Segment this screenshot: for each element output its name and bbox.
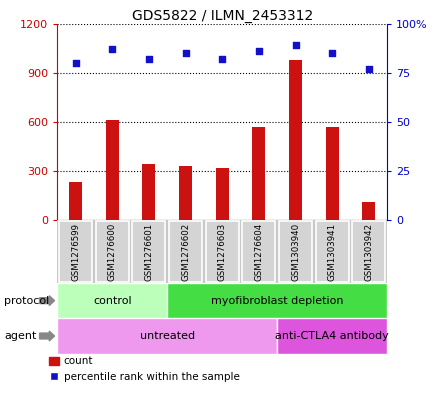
Text: GSM1276603: GSM1276603	[218, 222, 227, 281]
Bar	[289, 60, 302, 220]
Bar	[132, 221, 165, 282]
Bar	[69, 182, 82, 220]
Text: control: control	[93, 296, 132, 306]
Bar	[106, 120, 119, 220]
Bar	[169, 221, 202, 282]
Text: GSM1276600: GSM1276600	[108, 222, 117, 281]
Bar	[167, 283, 387, 318]
Bar	[352, 221, 385, 282]
Bar	[59, 221, 92, 282]
Text: untreated: untreated	[139, 331, 195, 341]
Text: protocol: protocol	[4, 296, 50, 306]
Bar	[143, 164, 155, 220]
Text: GSM1276602: GSM1276602	[181, 222, 190, 281]
Text: GSM1276601: GSM1276601	[144, 222, 154, 281]
Legend: count, percentile rank within the sample: count, percentile rank within the sample	[45, 352, 244, 386]
Bar	[242, 221, 275, 282]
Text: GSM1276599: GSM1276599	[71, 222, 80, 281]
Point	[109, 46, 116, 52]
Title: GDS5822 / ILMN_2453312: GDS5822 / ILMN_2453312	[132, 9, 313, 22]
Point	[292, 42, 299, 48]
Bar	[279, 221, 312, 282]
Point	[72, 60, 79, 66]
Text: myofibroblast depletion: myofibroblast depletion	[211, 296, 344, 306]
Bar	[363, 202, 375, 220]
Bar	[216, 168, 229, 220]
Point	[255, 48, 262, 54]
Bar	[57, 283, 167, 318]
Bar	[277, 318, 387, 354]
Point	[365, 66, 372, 72]
Bar	[326, 127, 339, 220]
Bar	[179, 166, 192, 220]
Text: GSM1276604: GSM1276604	[254, 222, 264, 281]
Text: GSM1303940: GSM1303940	[291, 222, 300, 281]
Text: anti-CTLA4 antibody: anti-CTLA4 antibody	[275, 331, 389, 341]
Bar	[316, 221, 349, 282]
Bar	[206, 221, 239, 282]
Bar	[57, 318, 277, 354]
Text: agent: agent	[4, 331, 37, 341]
Point	[329, 50, 336, 56]
Text: GSM1303942: GSM1303942	[364, 222, 374, 281]
Text: GSM1303941: GSM1303941	[328, 222, 337, 281]
Bar	[96, 221, 129, 282]
Bar	[253, 127, 265, 220]
Point	[145, 56, 152, 62]
Point	[182, 50, 189, 56]
Point	[219, 56, 226, 62]
